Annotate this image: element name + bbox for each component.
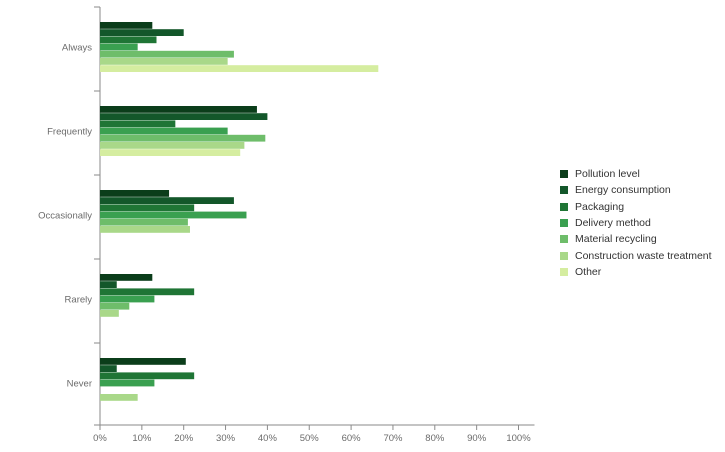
bar [100, 142, 245, 149]
category-label: Occasionally [38, 211, 92, 222]
category-label: Always [62, 43, 92, 54]
legend-label: Construction waste treatment [575, 249, 712, 262]
category-label: Rarely [65, 295, 93, 306]
legend-swatch [560, 170, 568, 179]
value-axis: 0% 10% 20% 30% 40% 50% 60% 70% 80% 90% 100% [93, 424, 535, 444]
value-tick-label: 50% [300, 433, 320, 444]
value-tick-label: 10% [132, 433, 152, 444]
legend-swatch [560, 267, 568, 276]
value-tick-label: 80% [425, 433, 445, 444]
value-tick-label: 0% [93, 433, 107, 444]
value-tick-label: 70% [383, 433, 403, 444]
legend-item: Other [560, 264, 712, 280]
bar [100, 29, 184, 36]
value-tick-label: 60% [342, 433, 362, 444]
legend: Pollution level Energy consumption Packagi… [560, 166, 712, 280]
bar [100, 295, 155, 303]
bar [100, 113, 268, 120]
category-axis: Always Frequently Occasionally Rarely Never [38, 6, 101, 426]
bar [100, 36, 157, 44]
bar [100, 379, 155, 387]
legend-swatch [560, 219, 568, 228]
bar [100, 58, 228, 65]
bar [100, 190, 170, 197]
bar [100, 394, 138, 401]
bar [100, 43, 138, 51]
legend-label: Material recycling [575, 233, 657, 246]
bar [100, 310, 119, 317]
category-label: Never [67, 379, 92, 390]
bars-group [100, 22, 379, 401]
bar [100, 288, 195, 296]
bar [100, 211, 247, 219]
legend-item: Material recycling [560, 231, 712, 247]
legend-swatch [560, 235, 568, 244]
bar [100, 218, 188, 226]
bar [100, 106, 257, 113]
legend-label: Pollution level [575, 168, 640, 181]
legend-item: Delivery method [560, 215, 712, 231]
bar [100, 120, 176, 128]
legend-item: Pollution level [560, 166, 712, 182]
legend-label: Energy consumption [575, 184, 671, 197]
legend-item: Energy consumption [560, 182, 712, 198]
bar [100, 281, 117, 288]
legend-label: Other [575, 265, 602, 278]
bar [100, 149, 241, 156]
bar [100, 274, 153, 281]
legend-item: Packaging [560, 199, 712, 215]
value-tick-label: 20% [174, 433, 194, 444]
bar [100, 50, 234, 58]
legend-item: Construction waste treatment [560, 247, 712, 263]
bar [100, 134, 266, 142]
legend-label: Packaging [575, 200, 625, 213]
legend-swatch [560, 186, 568, 195]
value-tick-label: 40% [258, 433, 278, 444]
legend-label: Delivery method [575, 217, 651, 230]
bar [100, 197, 234, 204]
category-label: Frequently [47, 127, 92, 138]
value-tick-label: 90% [467, 433, 487, 444]
bar [100, 65, 379, 72]
legend-swatch [560, 202, 568, 211]
bar [100, 22, 153, 29]
value-tick-label: 30% [216, 433, 236, 444]
bar [100, 358, 186, 365]
legend-swatch [560, 251, 568, 260]
value-tick-label: 100% [506, 433, 531, 444]
bar [100, 204, 195, 212]
bar [100, 365, 117, 372]
bar [100, 372, 195, 380]
bar [100, 127, 228, 135]
bar [100, 302, 130, 310]
bar [100, 226, 190, 233]
